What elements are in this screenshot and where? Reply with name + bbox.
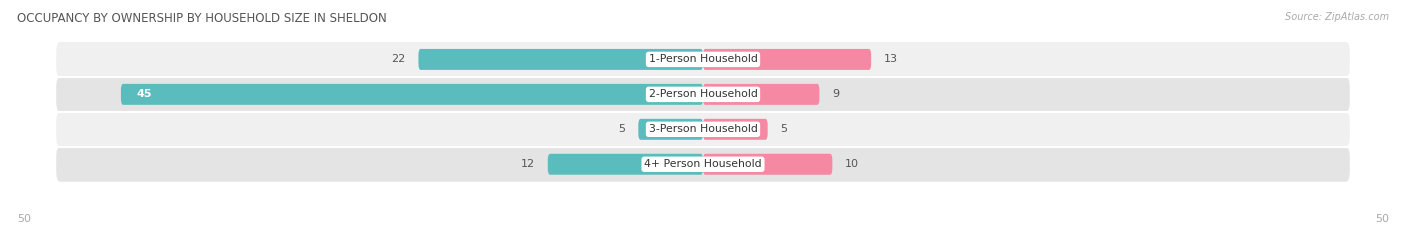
FancyBboxPatch shape	[548, 154, 703, 175]
Text: 50: 50	[1375, 214, 1389, 224]
Text: 5: 5	[619, 124, 626, 134]
Text: 3-Person Household: 3-Person Household	[648, 124, 758, 134]
Text: 13: 13	[884, 55, 898, 64]
Text: 5: 5	[780, 124, 787, 134]
FancyBboxPatch shape	[703, 49, 872, 70]
FancyBboxPatch shape	[703, 119, 768, 140]
Text: 9: 9	[832, 89, 839, 99]
Text: 12: 12	[520, 159, 534, 169]
Text: 4+ Person Household: 4+ Person Household	[644, 159, 762, 169]
Text: Source: ZipAtlas.com: Source: ZipAtlas.com	[1285, 12, 1389, 22]
Text: 2-Person Household: 2-Person Household	[648, 89, 758, 99]
Text: 50: 50	[17, 214, 31, 224]
FancyBboxPatch shape	[638, 119, 703, 140]
FancyBboxPatch shape	[703, 84, 820, 105]
FancyBboxPatch shape	[56, 42, 1350, 77]
Text: 22: 22	[391, 55, 405, 64]
Text: 45: 45	[136, 89, 152, 99]
FancyBboxPatch shape	[56, 112, 1350, 147]
FancyBboxPatch shape	[56, 147, 1350, 182]
Text: 10: 10	[845, 159, 859, 169]
FancyBboxPatch shape	[56, 77, 1350, 112]
Text: OCCUPANCY BY OWNERSHIP BY HOUSEHOLD SIZE IN SHELDON: OCCUPANCY BY OWNERSHIP BY HOUSEHOLD SIZE…	[17, 12, 387, 25]
FancyBboxPatch shape	[419, 49, 703, 70]
FancyBboxPatch shape	[703, 154, 832, 175]
FancyBboxPatch shape	[121, 84, 703, 105]
Text: 1-Person Household: 1-Person Household	[648, 55, 758, 64]
